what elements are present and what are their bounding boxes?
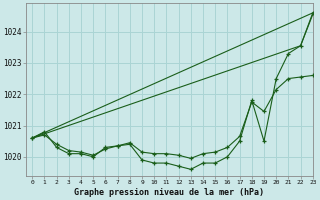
X-axis label: Graphe pression niveau de la mer (hPa): Graphe pression niveau de la mer (hPa) <box>75 188 264 197</box>
